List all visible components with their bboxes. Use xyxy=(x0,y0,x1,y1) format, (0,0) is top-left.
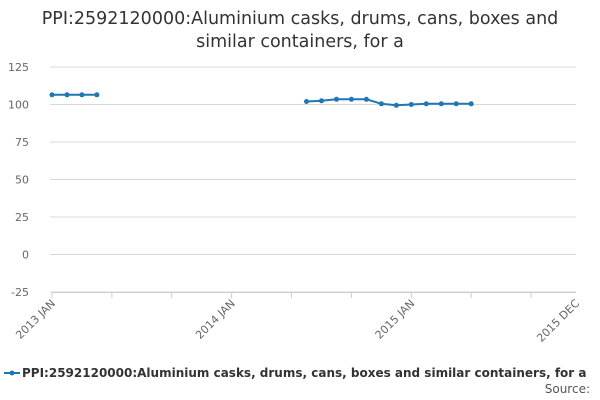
data-point[interactable] xyxy=(64,92,70,98)
source-label: Source: xyxy=(544,382,590,396)
x-tick-label: 2015 DEC xyxy=(534,297,582,345)
y-tick-label: 50 xyxy=(15,174,29,187)
data-point[interactable] xyxy=(319,98,324,104)
data-point[interactable] xyxy=(378,101,384,107)
y-tick-label: 25 xyxy=(15,211,29,224)
y-axis: 125 100 75 50 25 0 -25 xyxy=(8,61,29,299)
y-tick-label: 0 xyxy=(22,249,29,262)
x-tick-label: 2013 JAN xyxy=(13,297,58,342)
data-point[interactable] xyxy=(468,101,474,107)
data-point[interactable] xyxy=(49,92,55,98)
y-tick-label: 75 xyxy=(15,136,29,149)
chart-title: PPI:2592120000:Aluminium casks, drums, c… xyxy=(41,9,559,52)
data-point[interactable] xyxy=(423,101,429,107)
y-tick-label: 125 xyxy=(8,61,29,74)
data-point[interactable] xyxy=(408,102,414,107)
legend[interactable]: PPI:2592120000:Aluminium casks, drums, c… xyxy=(0,365,600,383)
data-point[interactable] xyxy=(348,96,354,102)
data-point[interactable] xyxy=(363,96,369,102)
x-tick-label: 2014 JAN xyxy=(193,297,238,342)
series-layer xyxy=(49,92,474,108)
data-point[interactable] xyxy=(453,101,459,107)
data-point[interactable] xyxy=(79,92,85,98)
legend-label: PPI:2592120000:Aluminium casks, drums, c… xyxy=(22,366,587,380)
x-axis: 2013 JAN 2014 JAN 2015 JAN 2015 DEC xyxy=(13,292,582,345)
data-point[interactable] xyxy=(438,101,444,107)
data-point[interactable] xyxy=(94,92,100,98)
data-point[interactable] xyxy=(393,102,399,108)
x-tick-label: 2015 JAN xyxy=(373,297,418,342)
data-point[interactable] xyxy=(304,99,309,104)
legend-swatch xyxy=(4,370,20,376)
y-tick-label: 100 xyxy=(8,99,29,112)
data-point[interactable] xyxy=(334,96,339,102)
y-tick-label: -25 xyxy=(11,286,29,299)
